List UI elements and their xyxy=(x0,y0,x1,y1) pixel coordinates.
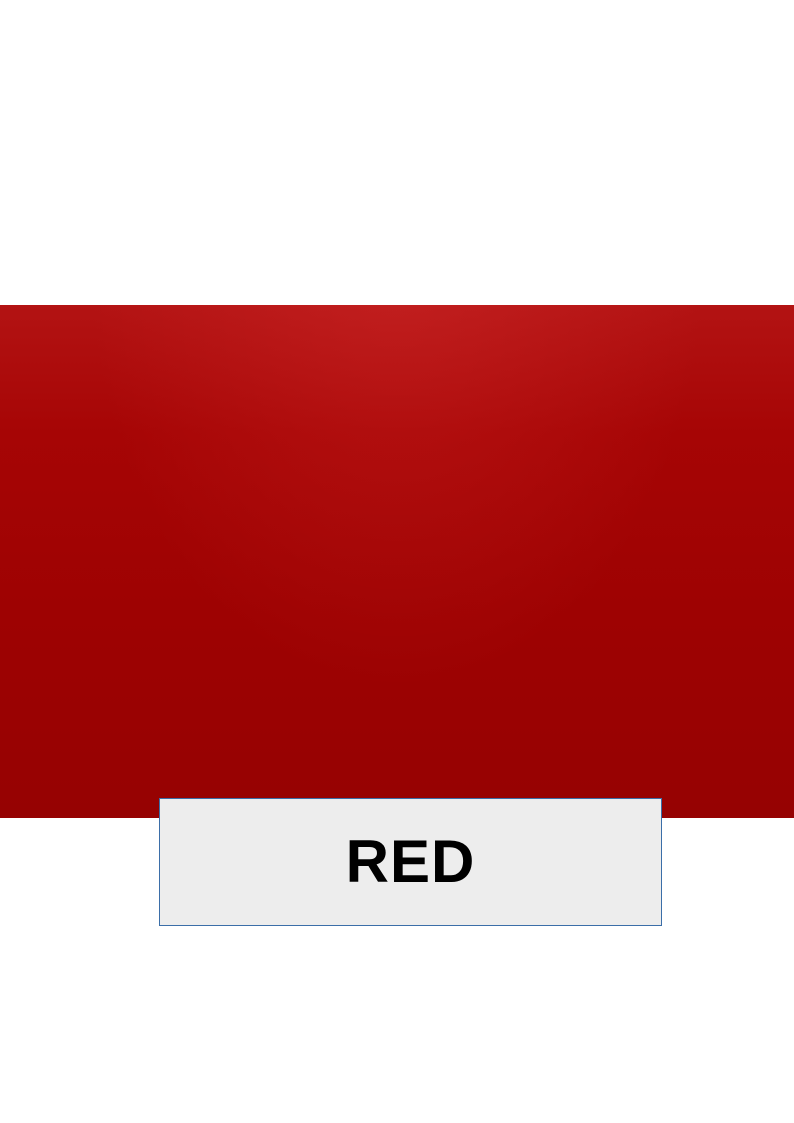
red-color-swatch xyxy=(0,305,794,818)
color-label-box: RED xyxy=(159,798,662,926)
color-label-text: RED xyxy=(345,828,476,895)
